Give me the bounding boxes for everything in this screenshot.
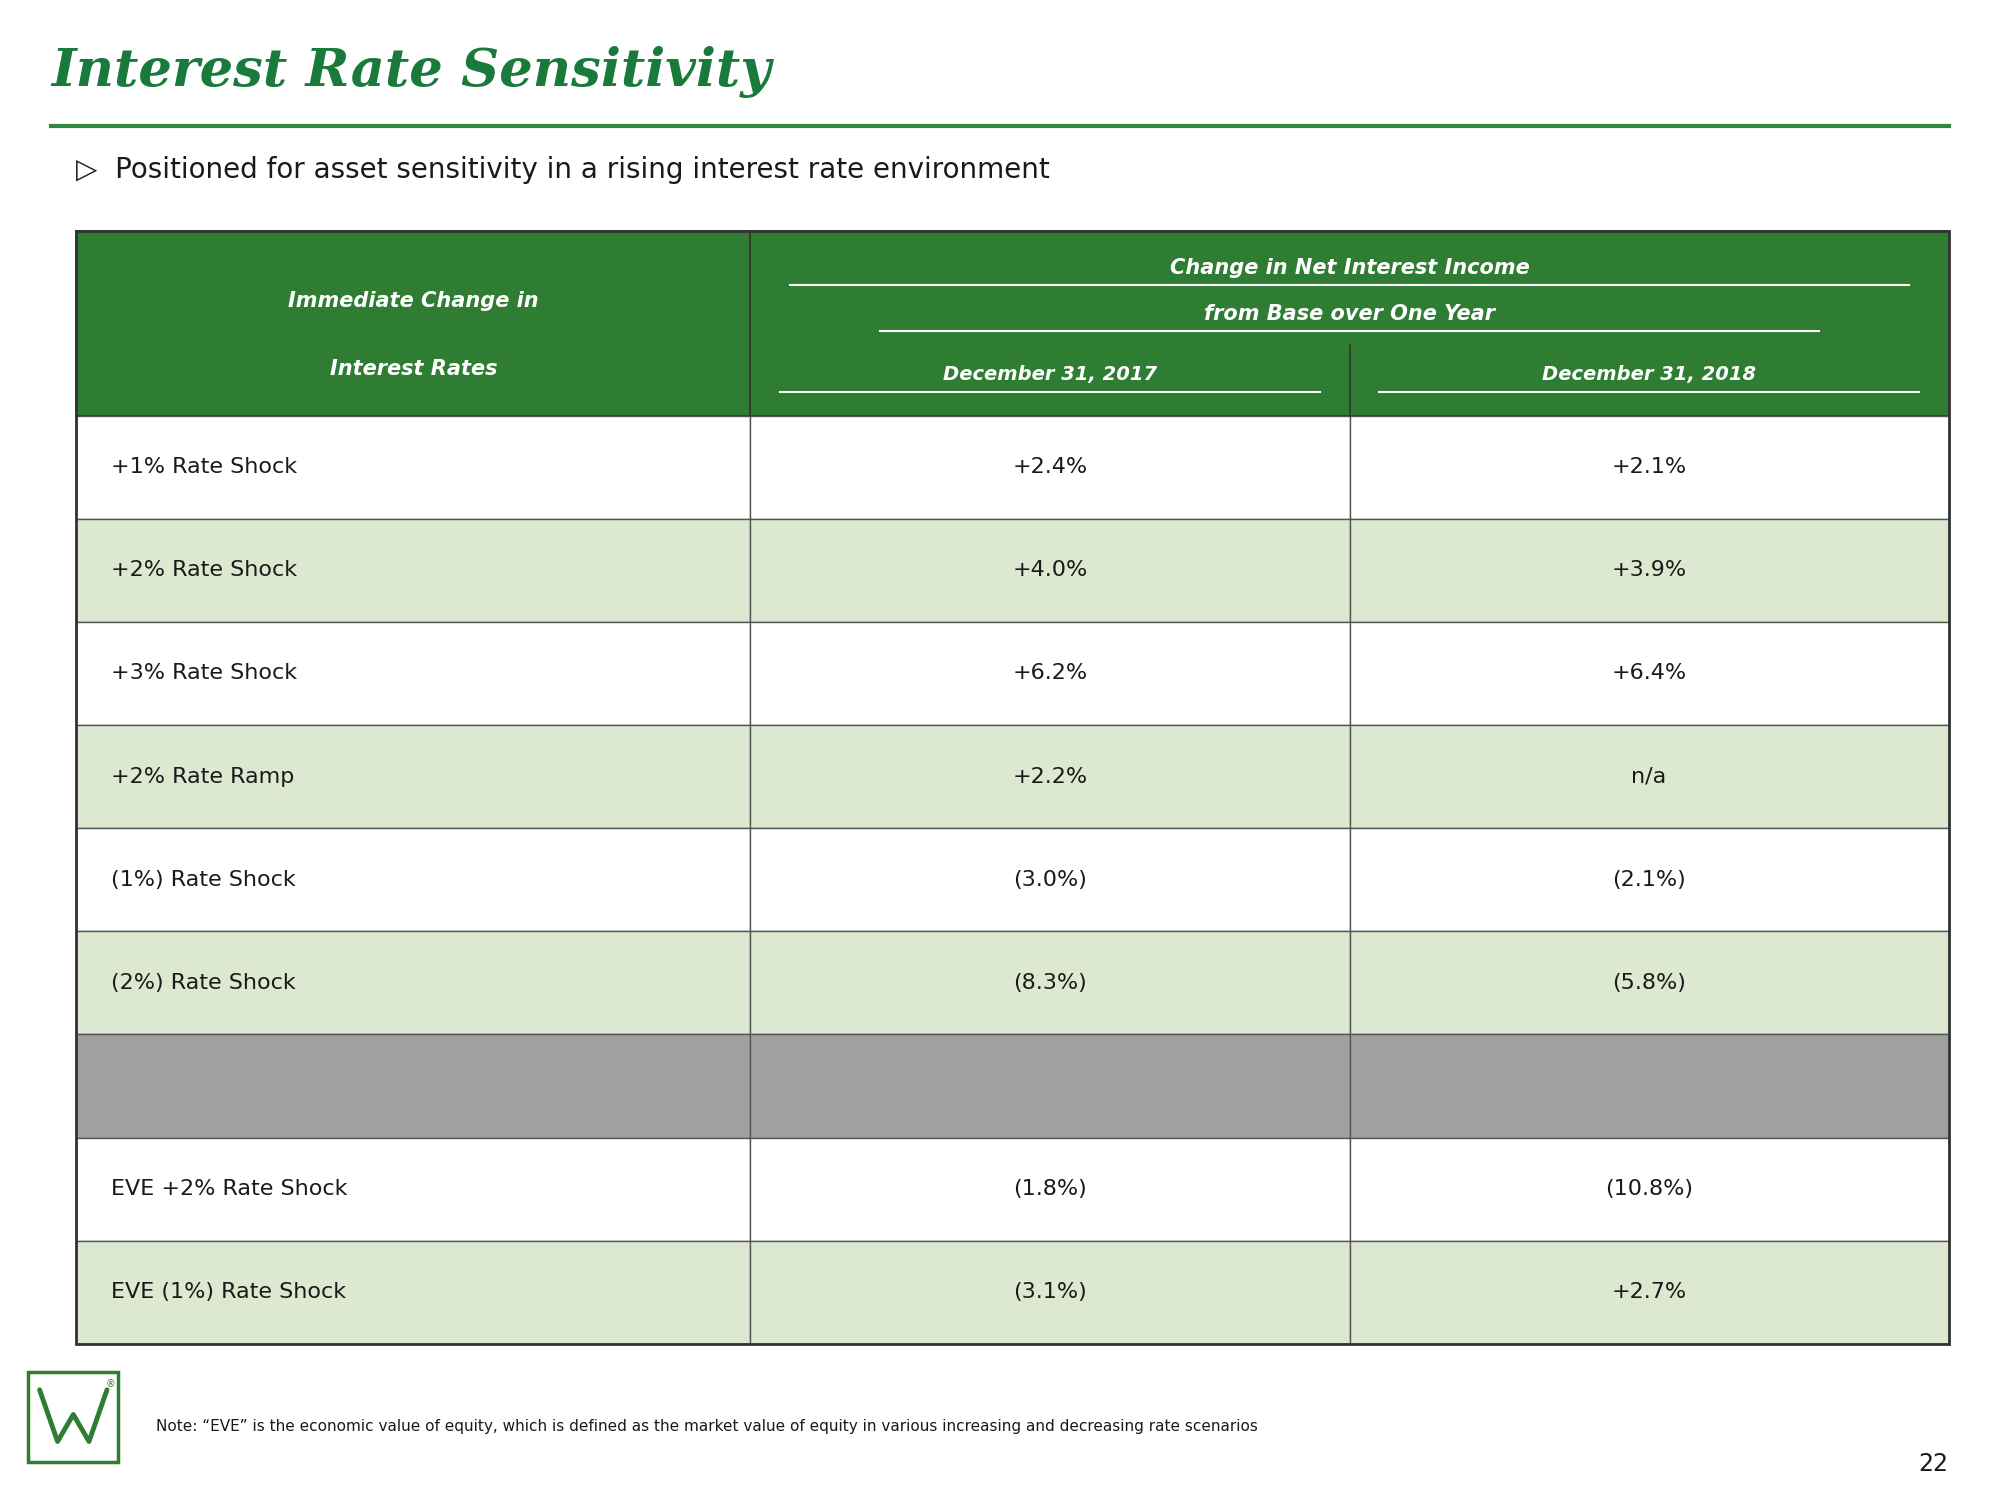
Text: +3.9%: +3.9%	[1612, 561, 1686, 580]
Bar	[750, 622, 1350, 724]
Text: n/a: n/a	[1632, 766, 1666, 786]
Bar	[76, 1035, 750, 1137]
Text: (2%) Rate Shock: (2%) Rate Shock	[112, 974, 296, 993]
Text: Note: “EVE” is the economic value of equity, which is defined as the market valu: Note: “EVE” is the economic value of equ…	[156, 1419, 1258, 1434]
Bar	[750, 828, 1350, 932]
Text: +2% Rate Shock: +2% Rate Shock	[112, 561, 298, 580]
Text: 22: 22	[1918, 1452, 1948, 1476]
Bar	[1350, 416, 1948, 519]
Bar	[750, 519, 1350, 622]
Text: +2.2%: +2.2%	[1012, 766, 1088, 786]
Text: +2.1%: +2.1%	[1612, 458, 1686, 477]
Text: (10.8%): (10.8%)	[1606, 1179, 1694, 1198]
Bar	[76, 416, 750, 519]
Text: +2% Rate Ramp: +2% Rate Ramp	[112, 766, 294, 786]
Bar	[1350, 519, 1948, 622]
Bar	[76, 622, 750, 724]
Text: EVE (1%) Rate Shock: EVE (1%) Rate Shock	[112, 1282, 346, 1302]
Text: (1.8%): (1.8%)	[1014, 1179, 1086, 1198]
Bar	[76, 231, 1948, 1344]
Bar	[1350, 932, 1948, 1035]
Text: ▷  Positioned for asset sensitivity in a rising interest rate environment: ▷ Positioned for asset sensitivity in a …	[76, 156, 1050, 184]
Text: +2.4%: +2.4%	[1012, 458, 1088, 477]
Bar	[76, 932, 750, 1035]
Text: from Base over One Year: from Base over One Year	[1204, 304, 1496, 324]
Bar	[750, 1240, 1350, 1344]
Bar	[1350, 1137, 1948, 1240]
Bar	[1350, 828, 1948, 932]
Text: Change in Net Interest Income: Change in Net Interest Income	[1170, 258, 1530, 278]
Bar	[76, 231, 750, 416]
Bar	[1350, 1035, 1948, 1137]
Bar	[750, 416, 1350, 519]
Text: (3.1%): (3.1%)	[1014, 1282, 1086, 1302]
Text: ®: ®	[106, 1380, 116, 1389]
Text: (8.3%): (8.3%)	[1014, 974, 1086, 993]
Text: +2.7%: +2.7%	[1612, 1282, 1686, 1302]
Bar	[750, 1035, 1350, 1137]
Text: December 31, 2018: December 31, 2018	[1542, 366, 1756, 384]
Text: (5.8%): (5.8%)	[1612, 974, 1686, 993]
Bar	[1350, 1240, 1948, 1344]
Bar	[28, 1372, 118, 1461]
Text: Interest Rate Sensitivity: Interest Rate Sensitivity	[52, 46, 772, 99]
Bar	[76, 1137, 750, 1240]
Bar	[750, 231, 1948, 416]
Bar	[76, 828, 750, 932]
Text: Immediate Change in: Immediate Change in	[288, 291, 538, 310]
Bar	[76, 724, 750, 828]
Bar	[750, 1137, 1350, 1240]
Text: +3% Rate Shock: +3% Rate Shock	[112, 663, 298, 684]
Text: +4.0%: +4.0%	[1012, 561, 1088, 580]
Text: December 31, 2017: December 31, 2017	[942, 366, 1156, 384]
Text: +1% Rate Shock: +1% Rate Shock	[112, 458, 298, 477]
Text: Interest Rates: Interest Rates	[330, 360, 498, 380]
Text: +6.4%: +6.4%	[1612, 663, 1686, 684]
Text: +6.2%: +6.2%	[1012, 663, 1088, 684]
Text: (3.0%): (3.0%)	[1012, 870, 1086, 889]
Text: (2.1%): (2.1%)	[1612, 870, 1686, 889]
Bar	[750, 724, 1350, 828]
Bar	[1350, 622, 1948, 724]
Bar	[76, 1240, 750, 1344]
Bar	[76, 519, 750, 622]
Text: (1%) Rate Shock: (1%) Rate Shock	[112, 870, 296, 889]
Text: EVE +2% Rate Shock: EVE +2% Rate Shock	[112, 1179, 348, 1198]
Bar	[750, 932, 1350, 1035]
Bar	[1350, 724, 1948, 828]
